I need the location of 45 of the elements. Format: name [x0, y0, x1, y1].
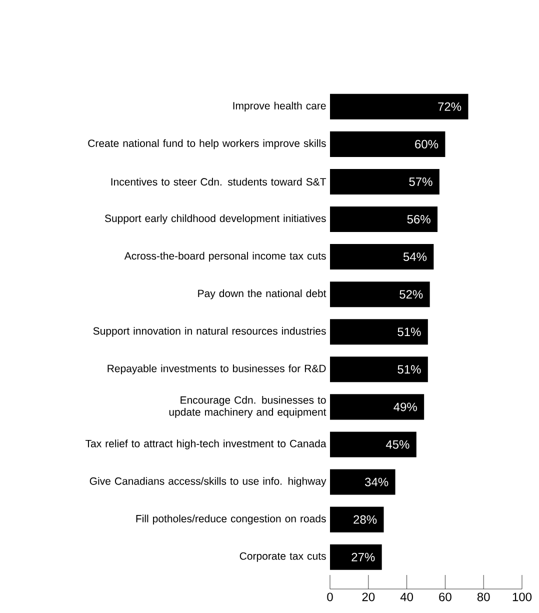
x-tick-label: 60 [439, 592, 452, 602]
y-tick-label: Support innovation in natural resources industries [93, 326, 326, 337]
x-tick-label: 0 [327, 592, 333, 602]
data-label: 51% [398, 365, 421, 374]
data-label: 34% [365, 478, 388, 486]
data-label: 60% [415, 140, 438, 148]
y-tick-label: Fill potholes/reduce congestion on roads [136, 514, 326, 524]
x-tick-label: 20 [362, 592, 375, 602]
data-label: 56% [407, 215, 430, 224]
bar [330, 206, 438, 232]
y-tick-label: Incentives to steer Cdn. students toward S&T [111, 178, 326, 186]
data-label: 54% [403, 252, 427, 262]
data-label: 72% [438, 102, 462, 111]
data-label: 45% [386, 440, 410, 449]
bar [330, 506, 384, 532]
y-tick-label: Create national fund to help workers improve skills [88, 139, 326, 150]
bar [330, 282, 430, 308]
bar [330, 394, 424, 420]
y-tick-label: Support early childhood development initiatives [104, 214, 326, 224]
bar [330, 432, 416, 458]
bar [330, 168, 440, 194]
bar [330, 244, 434, 270]
data-label: 52% [400, 290, 423, 299]
y-tick-label: Tax relief to attract high-tech investment to Canada [85, 440, 326, 450]
bar [330, 131, 446, 157]
y-tick-label: Encourage Cdn. businesses to update machinery and equipment [169, 396, 326, 418]
data-label: 51% [398, 328, 421, 336]
y-tick-label: Corporate tax cuts [240, 552, 326, 562]
bar [330, 356, 428, 382]
data-label: 57% [409, 177, 432, 186]
x-tick-label: 100 [512, 592, 532, 602]
data-label: 49% [394, 402, 417, 412]
bar [330, 94, 468, 120]
x-tick-label: 40 [400, 592, 413, 602]
data-label: 27% [352, 552, 375, 562]
y-tick-label: Repayable investments to businesses for R&D [108, 364, 326, 374]
y-tick-label: Pay down the national debt [198, 289, 326, 300]
bar [330, 469, 396, 495]
y-tick-label: Give Canadians access/skills to use info. highway [90, 477, 326, 487]
x-tick-label: 80 [477, 592, 490, 602]
data-label: 28% [354, 515, 377, 524]
bar [330, 319, 428, 345]
y-tick-label: Across-the-board personal income tax cuts [124, 252, 326, 262]
bar [330, 544, 382, 570]
y-tick-label: Improve health care [233, 102, 326, 112]
